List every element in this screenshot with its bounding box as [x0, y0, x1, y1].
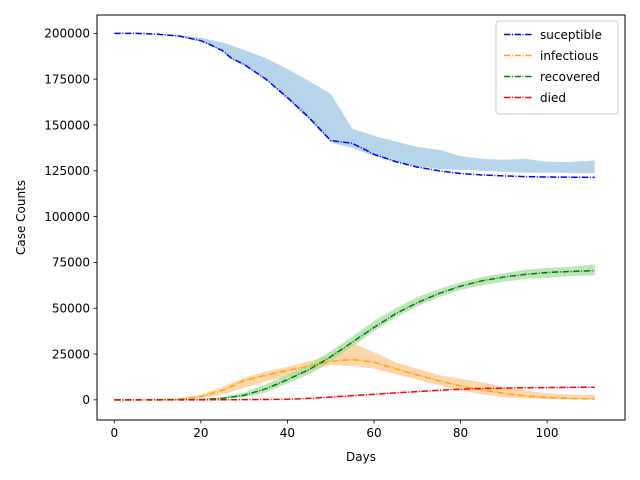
y-tick: 100000 — [44, 210, 97, 224]
y-tick-label: 125000 — [44, 164, 90, 178]
x-tick-label: 40 — [280, 426, 295, 440]
legend: suceptible infectious recovered died — [495, 20, 619, 115]
y-tick: 25000 — [52, 347, 97, 361]
series-lines — [114, 32, 595, 401]
y-tick: 50000 — [52, 302, 97, 316]
x-tick-label: 0 — [110, 426, 118, 440]
legend-item-recovered: recovered — [504, 70, 600, 84]
y-tick: 0 — [82, 393, 97, 407]
x-axis-ticks: 0 20 40 60 80 100 — [110, 420, 559, 440]
x-tick-label: 100 — [536, 426, 559, 440]
plot-frame — [96, 14, 626, 421]
x-tick-label: 80 — [453, 426, 468, 440]
line-died — [114, 386, 595, 401]
y-tick-label: 25000 — [52, 347, 90, 361]
y-axis-label: Case Counts — [14, 180, 28, 255]
legend-item-suceptible: suceptible — [504, 28, 602, 42]
y-tick-label: 150000 — [44, 118, 90, 132]
y-tick: 75000 — [52, 256, 97, 270]
x-tick: 80 — [453, 420, 468, 440]
line-suceptible — [114, 32, 595, 179]
legend-item-infectious: infectious — [504, 49, 598, 63]
line-infectious — [114, 358, 595, 401]
x-tick: 0 — [110, 420, 118, 440]
x-tick: 20 — [193, 420, 209, 440]
y-tick: 200000 — [44, 27, 97, 41]
line-recovered — [114, 269, 595, 401]
y-tick: 150000 — [44, 118, 97, 132]
legend-item-died: died — [504, 91, 566, 105]
y-tick-label: 75000 — [52, 256, 90, 270]
legend-label: infectious — [540, 49, 598, 63]
y-tick-label: 0 — [82, 393, 90, 407]
y-tick: 175000 — [44, 72, 97, 86]
x-tick-label: 20 — [193, 426, 208, 440]
legend-label: suceptible — [540, 28, 602, 42]
x-tick-label: 60 — [366, 426, 381, 440]
y-axis-ticks: 0 25000 50000 75000 100000 125000 150000 175000… — [44, 27, 97, 407]
y-tick-label: 200000 — [44, 27, 90, 41]
x-tick: 100 — [536, 420, 559, 440]
legend-frame — [495, 20, 619, 115]
x-tick: 40 — [280, 420, 295, 440]
y-tick-label: 50000 — [52, 302, 90, 316]
legend-label: died — [540, 91, 566, 105]
y-tick: 125000 — [44, 164, 97, 178]
y-tick-label: 175000 — [44, 72, 90, 86]
y-tick-label: 100000 — [44, 210, 90, 224]
x-tick: 60 — [366, 420, 382, 440]
legend-label: recovered — [540, 70, 600, 84]
x-axis-label: Days — [346, 450, 376, 464]
band-recovered — [114, 264, 595, 400]
